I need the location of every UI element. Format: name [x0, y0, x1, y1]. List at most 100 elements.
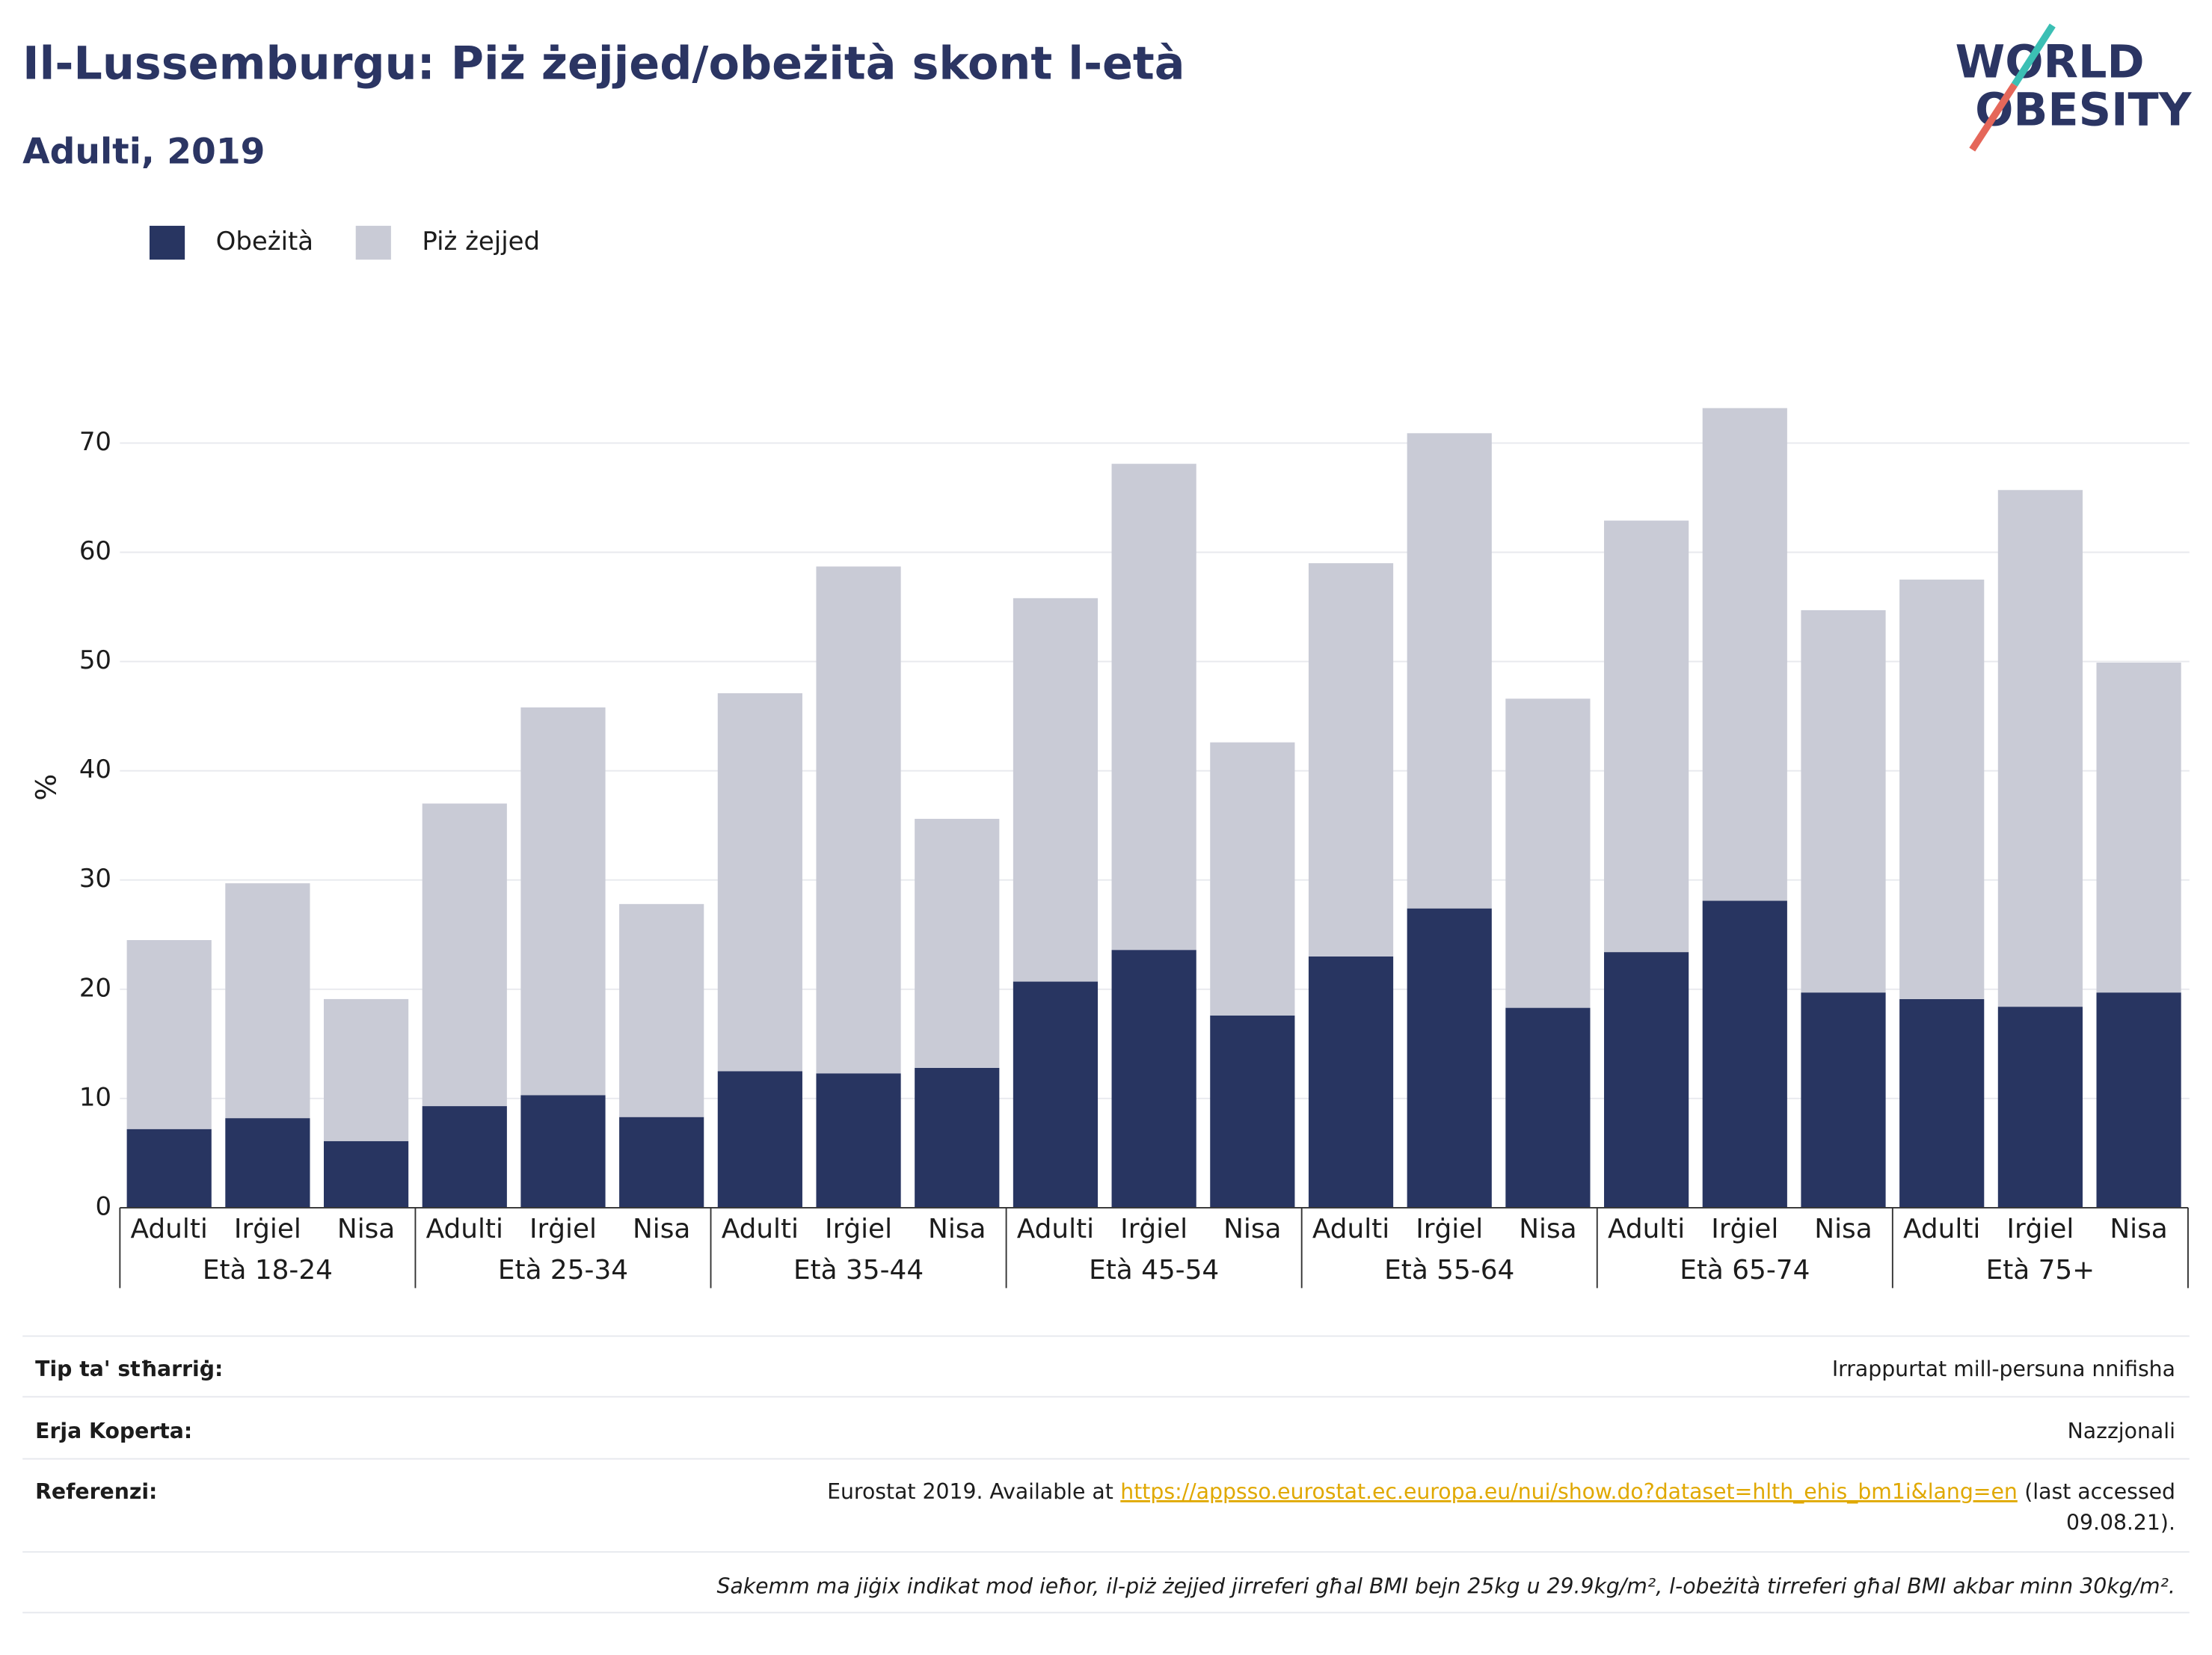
chart-title: Il-Lussemburgu: Piż żejjed/obeżità skont…	[22, 37, 1185, 90]
bar-segment	[619, 903, 704, 1117]
bar-segment	[2096, 663, 2181, 993]
group-label: Età 25-34	[498, 1255, 628, 1286]
bar-segment	[816, 1073, 901, 1208]
x-tick-label: Nisa	[928, 1214, 986, 1244]
bar-segment	[422, 1106, 507, 1208]
legend-label: Piż żejjed	[422, 227, 540, 257]
group-label: Età 45-54	[1089, 1255, 1219, 1286]
footnote: Sakemm ma jiġix indikat mod ieħor, il-pi…	[717, 1573, 2175, 1598]
reference: Eurostat 2019. Available at https://appss…	[827, 1479, 2175, 1504]
x-tick-label: Adulti	[1903, 1214, 1980, 1244]
bar-segment	[1210, 742, 1295, 1016]
bar-segment	[915, 818, 1000, 1068]
x-tick-label: Irġiel	[1416, 1214, 1483, 1244]
x-tick-label: Nisa	[337, 1214, 395, 1244]
bar-segment	[1210, 1015, 1295, 1208]
bar-segment	[225, 1118, 310, 1208]
x-tick-label: Adulti	[426, 1214, 503, 1244]
y-tick-label: 50	[79, 645, 111, 675]
bar-segment	[816, 566, 901, 1074]
bar-segment	[717, 1071, 802, 1208]
bar-segment	[126, 940, 212, 1129]
y-tick-label: 30	[79, 864, 111, 894]
row-value: Irrappurtat mill-persuna nnifisha	[1832, 1357, 2175, 1381]
group-label: Età 35-44	[793, 1255, 924, 1286]
x-tick-label: Nisa	[2110, 1214, 2167, 1244]
bar-segment	[1013, 981, 1099, 1208]
legend-swatch	[149, 225, 185, 260]
x-tick-label: Irġiel	[234, 1214, 301, 1244]
x-tick-label: Adulti	[1312, 1214, 1389, 1244]
bar-segment	[1997, 490, 2083, 1007]
y-tick-label: 40	[79, 755, 111, 784]
bar-segment	[1407, 908, 1492, 1208]
chart-subtitle: Adulti, 2019	[22, 132, 265, 173]
y-tick-label: 20	[79, 973, 111, 1003]
x-tick-label: Adulti	[722, 1214, 799, 1244]
reference-text: (last accessed	[2024, 1479, 2175, 1504]
bar-segment	[520, 707, 606, 1096]
y-tick-label: 10	[79, 1082, 111, 1112]
reference-text: 09.08.21).	[2066, 1510, 2175, 1535]
bar-segment	[1308, 956, 1394, 1208]
bar-segment	[520, 1095, 606, 1208]
bar-segment	[1013, 598, 1099, 982]
bar-segment	[1505, 1007, 1591, 1208]
bar-segment	[225, 883, 310, 1119]
reference-link[interactable]: https://appsso.eurostat.ec.europa.eu/nui…	[1120, 1479, 2018, 1504]
bar-segment	[1801, 992, 1886, 1208]
row-label: Erja Koperta:	[35, 1419, 192, 1443]
bar-segment	[619, 1117, 704, 1208]
bar-segment	[1997, 1007, 2083, 1208]
row-label: Tip ta' stħarriġ:	[35, 1357, 223, 1381]
x-tick-label: Irġiel	[825, 1214, 892, 1244]
x-tick-label: Irġiel	[2006, 1214, 2074, 1244]
x-tick-label: Nisa	[1519, 1214, 1576, 1244]
bar-segment	[717, 693, 802, 1072]
group-label: Età 18-24	[203, 1255, 333, 1286]
legend-swatch	[355, 225, 391, 260]
x-tick-label: Nisa	[1814, 1214, 1872, 1244]
bar-segment	[323, 998, 409, 1141]
bar-segment	[1899, 580, 1985, 999]
bar-segment	[1407, 433, 1492, 909]
bar-segment	[1505, 698, 1591, 1008]
legend-label: Obeżità	[216, 227, 313, 257]
row-value: Nazzjonali	[2068, 1419, 2175, 1443]
group-label: Età 75+	[1986, 1255, 2095, 1286]
bar-segment	[1702, 408, 1787, 901]
x-tick-label: Adulti	[1608, 1214, 1685, 1244]
bar-segment	[1111, 950, 1196, 1208]
y-tick-label: 0	[95, 1191, 111, 1221]
y-tick-label: 60	[79, 536, 111, 566]
x-tick-label: Adulti	[131, 1214, 208, 1244]
y-axis-label: %	[30, 774, 63, 801]
x-tick-label: Irġiel	[1120, 1214, 1188, 1244]
bar-segment	[126, 1129, 212, 1208]
bar-segment	[2096, 992, 2181, 1208]
logo-slash	[1969, 82, 2018, 152]
x-tick-label: Nisa	[633, 1214, 690, 1244]
x-tick-label: Irġiel	[529, 1214, 597, 1244]
x-tick-label: Adulti	[1017, 1214, 1094, 1244]
bar-segment	[422, 803, 507, 1107]
x-tick-label: Nisa	[1223, 1214, 1281, 1244]
bar-segment	[323, 1140, 409, 1208]
x-tick-label: Irġiel	[1711, 1214, 1778, 1244]
logo-text: WORLD	[1956, 36, 2145, 88]
reference-text: Eurostat 2019. Available at	[827, 1479, 1113, 1504]
bar-segment	[1702, 900, 1787, 1208]
bar-segment	[1899, 998, 1985, 1208]
bar-segment	[1801, 610, 1886, 993]
group-label: Età 55-64	[1384, 1255, 1514, 1286]
group-label: Età 65-74	[1680, 1255, 1810, 1286]
bar-segment	[1308, 563, 1394, 957]
bar-segment	[1111, 464, 1196, 951]
bar-segment	[1604, 952, 1689, 1208]
y-tick-label: 70	[79, 427, 111, 457]
row-label: Referenzi:	[35, 1479, 157, 1504]
bar-segment	[1604, 521, 1689, 953]
bar-segment	[915, 1067, 1000, 1208]
